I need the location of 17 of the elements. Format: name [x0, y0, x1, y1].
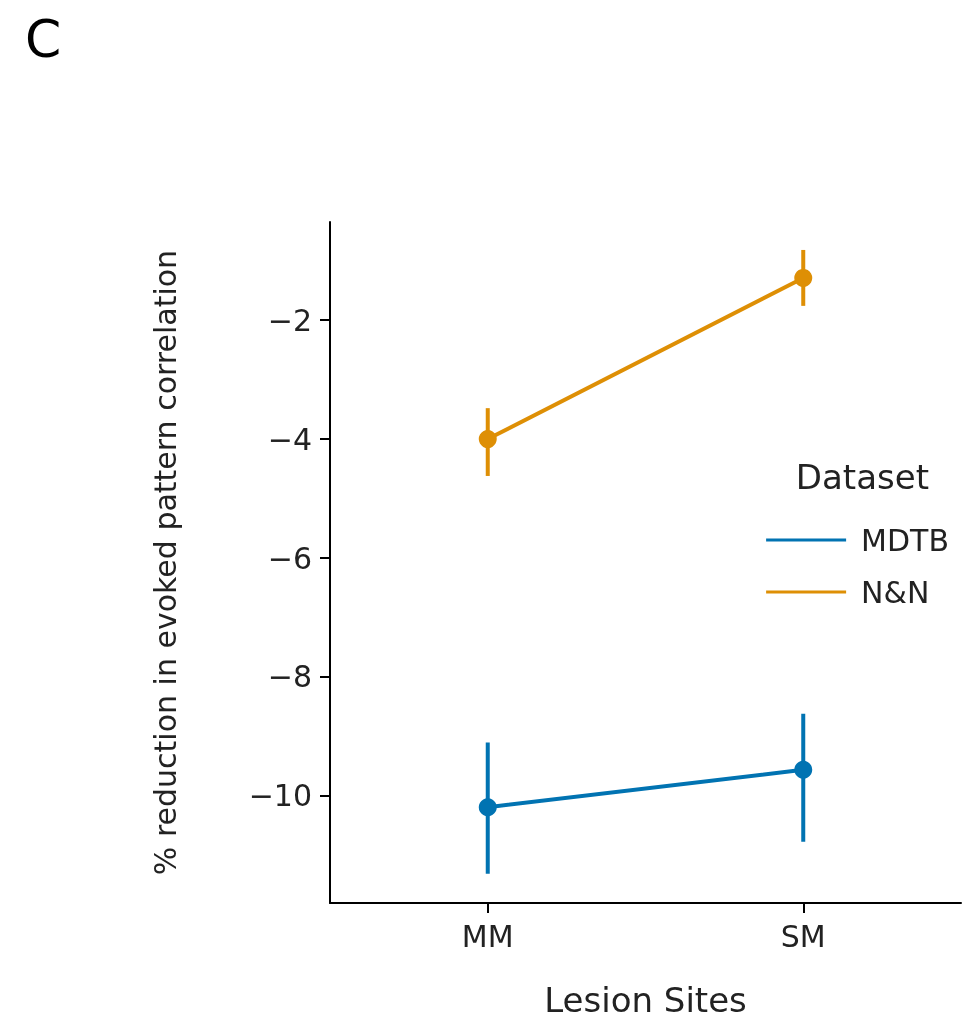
- y-tick-label: −10: [248, 778, 312, 814]
- point: [794, 268, 813, 287]
- chart-title: C: [25, 9, 62, 69]
- point: [478, 798, 497, 817]
- y-tick-label: −4: [267, 421, 312, 457]
- x-axis-title: Lesion Sites: [544, 980, 747, 1020]
- legend-label: MDTB: [861, 522, 949, 558]
- point: [794, 760, 813, 779]
- y-tick-label: −6: [267, 540, 312, 576]
- point: [478, 430, 497, 449]
- y-tick-label: −8: [267, 659, 312, 695]
- y-axis-title: % reduction in evoked pattern correlation: [147, 249, 183, 876]
- x-tick-label: MM: [461, 918, 514, 954]
- legend-title: Dataset: [795, 457, 930, 497]
- legend-label: N&N: [861, 574, 930, 610]
- x-tick-label: SM: [780, 918, 826, 954]
- y-tick-label: −2: [267, 302, 312, 338]
